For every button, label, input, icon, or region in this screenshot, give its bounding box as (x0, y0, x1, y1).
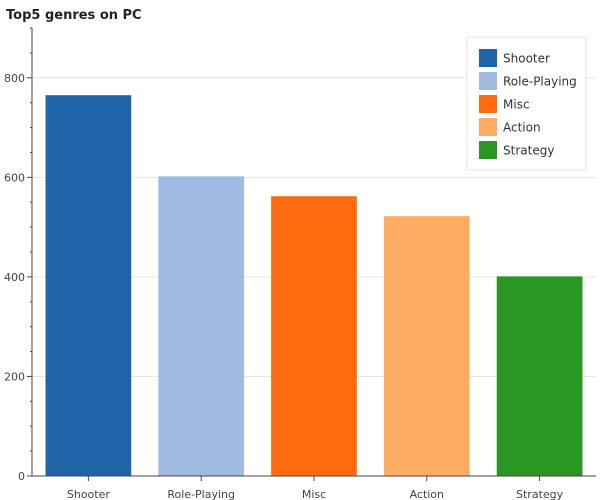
chart-title: Top5 genres on PC (6, 8, 142, 23)
axes: 0 200 400 600 800 Shooter Role-Playing Misc Acti… (4, 27, 596, 500)
y-tick-label: 0 (18, 470, 25, 483)
y-tick-label: 200 (4, 370, 25, 383)
legend-swatch (479, 118, 497, 136)
legend-label: Shooter (503, 52, 550, 66)
y-tick-label: 600 (4, 171, 25, 184)
bars (45, 95, 583, 477)
legend-swatch (479, 95, 497, 113)
legend-label: Misc (503, 98, 530, 112)
bar-misc (271, 196, 357, 476)
legend-swatch (479, 141, 497, 159)
bar-action (383, 216, 470, 476)
y-tick-label: 800 (4, 72, 25, 85)
y-tick-label: 400 (4, 271, 25, 284)
x-tick-label: Role-Playing (167, 488, 235, 500)
bar-strategy (496, 276, 583, 476)
x-tick-label: Strategy (516, 488, 564, 500)
legend-swatch (479, 49, 497, 67)
legend-swatch (479, 72, 497, 90)
x-tick-label: Misc (302, 488, 326, 500)
legend-label: Action (503, 121, 541, 135)
legend: Shooter Role-Playing Misc Action Strategy (466, 36, 587, 171)
bar-role-playing (158, 176, 245, 477)
x-tick-label: Shooter (67, 488, 110, 500)
legend-label: Role-Playing (503, 75, 577, 89)
bar-shooter (45, 95, 132, 476)
legend-label: Strategy (503, 144, 554, 158)
x-tick-label: Action (410, 488, 444, 500)
